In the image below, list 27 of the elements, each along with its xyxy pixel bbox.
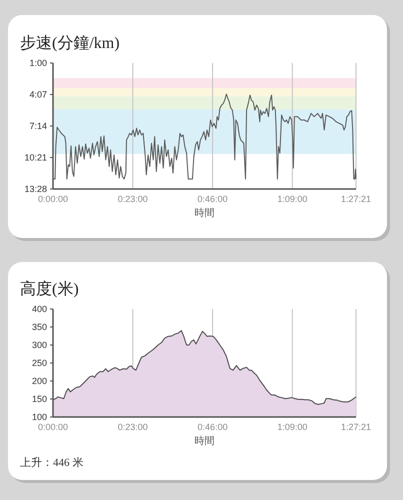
y-tick-label: 4:07 [29, 90, 47, 100]
x-tick-label: 0:23:00 [118, 422, 148, 432]
y-tick-label: 150 [32, 394, 47, 404]
x-axis-title: 時間 [194, 435, 214, 447]
x-tick-label: 1:27:21 [340, 194, 372, 204]
x-tick-label: 0:23:00 [118, 194, 148, 204]
y-tick-label: 13:28 [24, 184, 47, 194]
y-tick-label: 200 [32, 376, 47, 386]
y-tick-label: 100 [32, 412, 47, 422]
x-tick-label: 1:09:00 [277, 422, 308, 432]
chart-title: 高度(米) [20, 280, 79, 298]
x-tick-label: 0:00:00 [38, 194, 68, 204]
x-tick-label: 0:46:00 [198, 194, 228, 204]
x-tick-label: 1:27:21 [340, 422, 372, 432]
y-tick-label: 10:21 [24, 152, 47, 162]
y-tick-label: 400 [32, 304, 47, 314]
y-tick-label: 250 [32, 358, 47, 368]
text: 上升：446 米 [20, 456, 84, 469]
y-tick-label: 1:00 [29, 58, 47, 68]
x-tick-label: 0:00:00 [38, 422, 68, 432]
y-tick-label: 350 [32, 322, 47, 332]
x-axis-title: 時間 [194, 207, 214, 219]
y-tick-label: 7:14 [29, 120, 47, 131]
x-tick-label: 0:46:00 [198, 422, 228, 432]
chart-title: 步速(分鐘/km) [20, 34, 120, 52]
x-tick-label: 1:09:00 [277, 194, 308, 204]
y-tick-label: 300 [32, 340, 47, 350]
